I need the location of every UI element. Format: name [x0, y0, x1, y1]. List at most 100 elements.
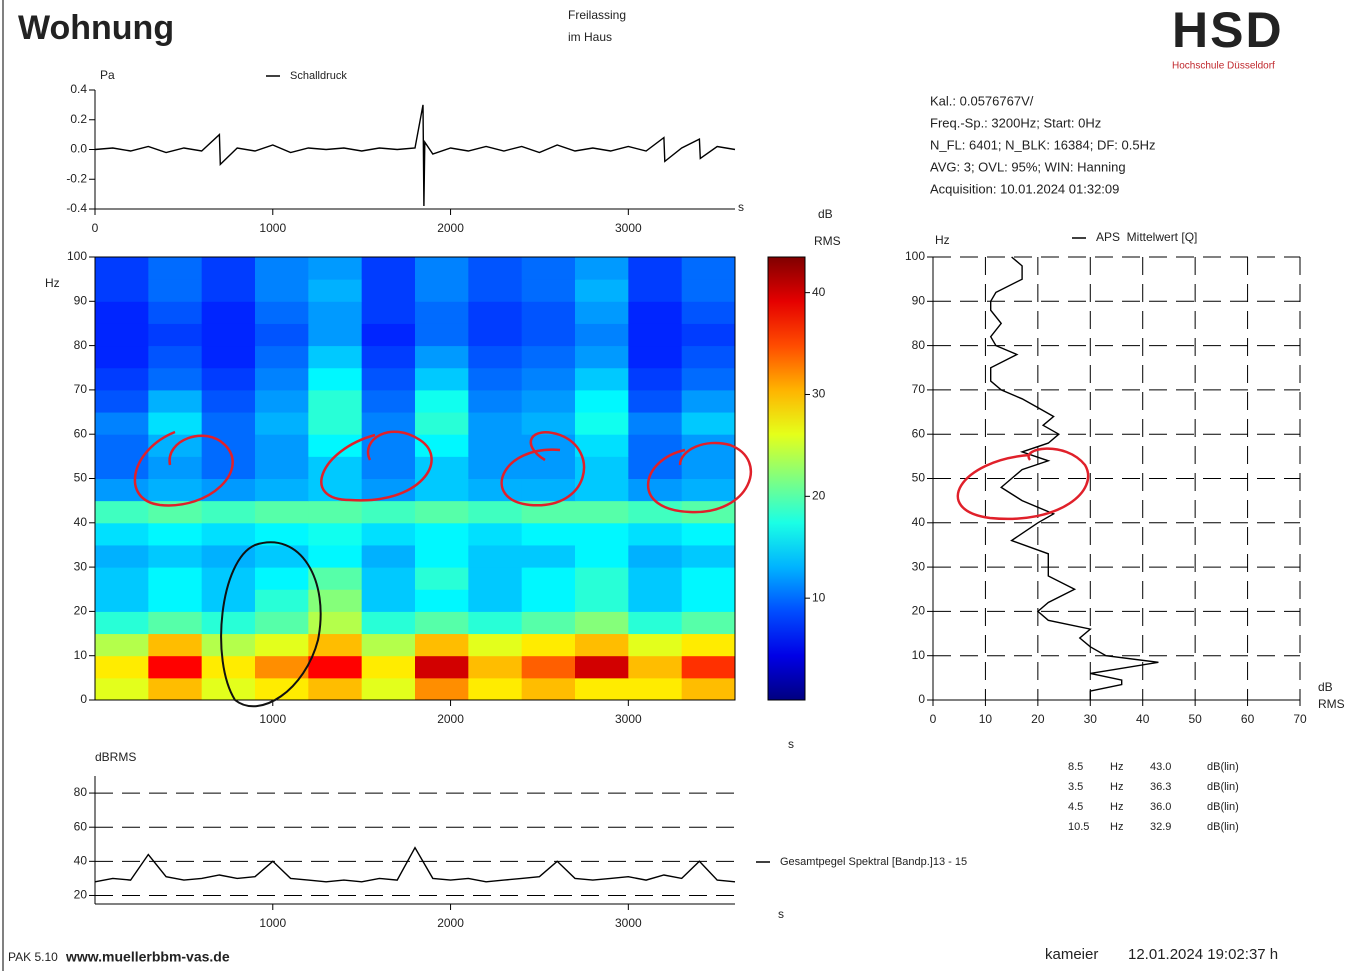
heat-cell: [361, 367, 416, 391]
x-tick-label: 1000: [259, 221, 286, 235]
heat-cell: [148, 412, 203, 435]
user: kameier: [1045, 946, 1098, 963]
x-tick-label: 2000: [437, 916, 464, 930]
heat-cell: [415, 677, 469, 701]
y-tick-label: 40: [74, 515, 88, 529]
heat-cell: [95, 345, 149, 369]
heat-cell: [255, 412, 309, 435]
heat-cell: [361, 677, 416, 701]
heat-cell: [628, 633, 683, 657]
heat-cell: [148, 345, 203, 369]
heat-cell: [415, 456, 469, 479]
location: im Haus: [568, 30, 612, 44]
heat-cell: [575, 478, 629, 502]
heat-cell: [95, 677, 149, 701]
y-tick-label: 0.2: [70, 112, 87, 126]
heat-cell: [148, 611, 203, 635]
heat-cell: [308, 456, 363, 479]
y-tick-label: 40: [74, 854, 88, 868]
heat-cell: [681, 478, 736, 502]
heat-cell: [308, 345, 363, 369]
x-tick-label: 0: [92, 221, 99, 235]
legend-label: APS Mittelwert [Q]: [1096, 230, 1197, 244]
heat-cell: [255, 567, 309, 590]
heat-cell: [415, 611, 469, 635]
heat-cell: [255, 633, 309, 657]
heat-cell: [521, 633, 576, 657]
heat-cell: [201, 345, 256, 369]
heat-cell: [308, 279, 363, 302]
info-line: Freq.-Sp.: 3200Hz; Start: 0Hz: [930, 115, 1101, 130]
chart: Pa s 0.4 0.2 0.0 -0.2 -0.4 0 1000 2000 3000 Schalld…: [66, 68, 744, 235]
report-title: Wohnung: [18, 9, 174, 47]
x-axis-label: s: [738, 200, 744, 214]
heat-cell: [361, 589, 416, 612]
heat-cell: [415, 434, 469, 457]
y-tick-label: 20: [912, 604, 926, 618]
heat-cell: [308, 434, 363, 457]
logo-subtitle: Hochschule Düsseldorf: [1172, 61, 1275, 72]
colorbar: [767, 256, 806, 701]
heat-cell: [255, 345, 309, 369]
heat-cell: [95, 611, 149, 635]
heat-cell: [468, 522, 523, 546]
heat-cell: [255, 655, 309, 679]
y-tick-label: 0: [918, 692, 925, 706]
x-axis-label: s: [778, 907, 784, 921]
heat-cell: [628, 611, 683, 635]
x-tick-label: 30: [1084, 712, 1098, 726]
y-tick-label: 90: [74, 293, 88, 307]
heat-cell: [95, 589, 149, 612]
colorbar-tick-label: 20: [812, 488, 826, 502]
heat-cell: [361, 279, 416, 302]
peak-table-cell: Hz: [1110, 761, 1123, 773]
heat-cell: [201, 589, 256, 612]
y-tick-label: 60: [912, 426, 926, 440]
annotation-circle: [320, 430, 433, 502]
y-tick-label: 80: [74, 338, 88, 352]
x-tick-label: 0: [930, 712, 937, 726]
heat-cell: [681, 279, 736, 302]
heat-cell: [415, 323, 469, 347]
heat-cell: [148, 301, 203, 324]
heat-cell: [148, 633, 203, 657]
heat-cell: [95, 301, 149, 324]
heat-cell: [468, 301, 523, 324]
y-tick-label: 30: [912, 559, 926, 573]
heat-cell: [575, 544, 629, 568]
y-tick-label: -0.4: [66, 201, 87, 215]
heat-cell: [148, 655, 203, 679]
heat-cell: [201, 478, 256, 502]
heat-cell: [415, 345, 469, 369]
heat-cell: [255, 500, 309, 524]
heat-cell: [628, 478, 683, 502]
heat-cell: [575, 589, 629, 612]
y-tick-label: 70: [74, 382, 88, 396]
heat-cell: [681, 567, 736, 590]
heat-cell: [255, 434, 309, 457]
x-tick-label: 10: [979, 712, 993, 726]
heat-cell: [681, 367, 736, 391]
heat-cell: [308, 633, 363, 657]
y-tick-label: 0.0: [70, 142, 87, 156]
heat-cell: [468, 478, 523, 502]
annotations: [133, 430, 1090, 708]
heat-cell: [255, 323, 309, 347]
heat-cell: [308, 389, 363, 413]
colorbar-tick-label: 10: [812, 590, 826, 604]
heat-cell: [95, 434, 149, 457]
heat-cell: [148, 279, 203, 302]
heat-cell: [575, 389, 629, 413]
heat-cell: [628, 389, 683, 413]
heat-cell: [468, 412, 523, 435]
heat-cell: [521, 522, 576, 546]
heat-cell: [361, 301, 416, 324]
heat-cell: [468, 323, 523, 347]
heat-cell: [361, 389, 416, 413]
heat-cell: [95, 500, 149, 524]
chart: dBRMS s 20 40 60 80 1000 2000 3000 Gesamtpegel Sp…: [74, 750, 967, 930]
heat-cell: [415, 633, 469, 657]
peak-table-cell: 32.9: [1150, 821, 1171, 833]
series-line: [94, 846, 736, 883]
